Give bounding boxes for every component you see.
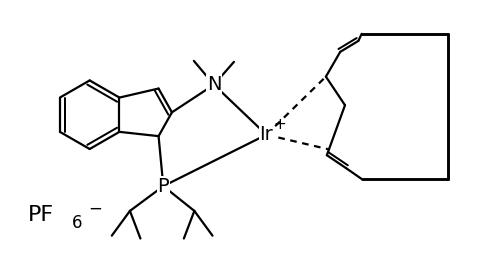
- Text: 6: 6: [72, 214, 82, 232]
- Text: +: +: [274, 117, 286, 132]
- Text: Ir: Ir: [260, 125, 273, 144]
- Text: −: −: [89, 200, 103, 218]
- Text: P: P: [157, 177, 169, 196]
- Text: N: N: [207, 75, 221, 94]
- Text: PF: PF: [28, 205, 54, 225]
